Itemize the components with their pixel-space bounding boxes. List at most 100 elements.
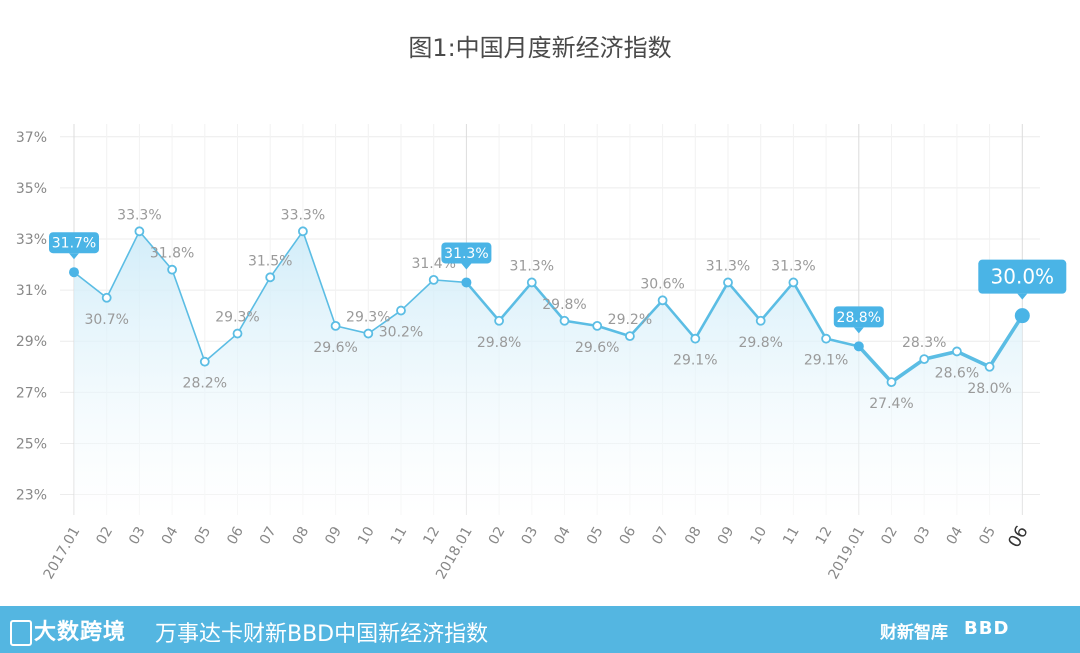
- callout-pointer: [1017, 293, 1028, 300]
- y-tick-label: 33%: [16, 232, 47, 248]
- data-label: 29.8%: [542, 297, 586, 313]
- data-label: 30.6%: [640, 276, 684, 292]
- x-tick-label: 05: [976, 524, 999, 547]
- line-area-chart: 31.7% 30.7% 33.3% 31.8% 28.2% 29.3% 31.5% 33.3%…: [16, 124, 1067, 583]
- area-fill: [74, 231, 1023, 516]
- data-point: [297, 226, 308, 237]
- callout-box: [833, 306, 884, 328]
- data-label: 28.3%: [902, 335, 946, 351]
- data-label: 29.8%: [738, 335, 782, 351]
- callout-label: 30.0%: [991, 265, 1055, 289]
- footer-title: 万事达卡财新BBD中国新经济指数: [155, 622, 489, 647]
- data-point: [1014, 308, 1030, 324]
- data-label: 27.4%: [869, 396, 913, 412]
- x-tick-label: 02: [486, 524, 509, 547]
- chart-title: 图1:中国月度新经济指数: [408, 34, 672, 62]
- line-segment: [73, 271, 108, 299]
- data-point: [461, 277, 472, 288]
- data-label: 31.3%: [510, 258, 554, 274]
- x-tick-label: 11: [388, 524, 411, 547]
- y-tick-label: 31%: [16, 283, 47, 299]
- callout-box: [441, 242, 492, 264]
- callout-pointer: [461, 263, 472, 270]
- x-tick-label: 09: [322, 524, 345, 547]
- data-point: [886, 377, 897, 388]
- data-point: [984, 361, 995, 372]
- partner-logo-caixin: 财新智库: [880, 623, 948, 643]
- x-tick-label: 03: [126, 524, 149, 547]
- data-label: 29.6%: [313, 340, 357, 356]
- y-tick-label: 29%: [16, 334, 47, 350]
- line-segment: [693, 281, 730, 340]
- x-tick-label: 04: [551, 524, 574, 548]
- x-tick-label: 08: [290, 524, 313, 547]
- x-tick-label: 10: [747, 524, 770, 547]
- partner-logo-bbd: BBD: [964, 618, 1010, 639]
- x-tick-label: 02: [878, 524, 901, 547]
- line-segment: [595, 324, 632, 338]
- data-point: [134, 226, 145, 237]
- data-point: [788, 277, 799, 288]
- data-label: 31.5%: [248, 253, 292, 269]
- data-point: [232, 328, 243, 339]
- line-segment: [138, 230, 173, 271]
- x-tick-label: 08: [682, 524, 705, 547]
- data-point: [952, 346, 962, 357]
- line-segment: [236, 276, 272, 335]
- x-tick-label: 09: [715, 524, 738, 547]
- callout-label: 31.7%: [52, 236, 96, 252]
- data-label: 29.3%: [346, 310, 390, 326]
- brand-logo-text: 大数跨境: [34, 620, 127, 645]
- line-segment: [530, 281, 566, 323]
- x-tick-label: 06: [617, 524, 640, 548]
- line-segment: [367, 309, 402, 335]
- data-label: 31.3%: [771, 258, 815, 274]
- data-point: [167, 264, 178, 275]
- data-point: [428, 274, 439, 285]
- data-label: 29.1%: [804, 353, 848, 369]
- line-segment: [302, 230, 337, 327]
- data-point: [396, 305, 406, 316]
- data-label: 33.3%: [281, 207, 325, 223]
- x-tick-label: 03: [911, 524, 934, 547]
- line-segment: [269, 230, 304, 279]
- y-tick-label: 37%: [16, 130, 47, 146]
- callout-label: 31.3%: [444, 246, 488, 262]
- y-tick-label: 23%: [16, 488, 47, 504]
- x-tick-label: 2017.01: [41, 524, 84, 582]
- data-label: 28.6%: [935, 365, 979, 381]
- logo-mark-icon: [10, 620, 32, 646]
- data-label: 29.8%: [477, 335, 521, 351]
- data-point: [755, 315, 766, 326]
- line-segment: [792, 281, 828, 340]
- line-segment: [889, 357, 927, 384]
- data-point: [265, 272, 276, 283]
- data-point: [69, 267, 79, 278]
- data-point: [330, 320, 341, 331]
- brand-logo: 大数跨境: [8, 614, 126, 646]
- x-tick-label: 05: [584, 524, 607, 547]
- line-segment: [400, 279, 435, 312]
- data-label: 29.3%: [215, 310, 259, 326]
- data-labels: 31.7% 30.7% 33.3% 31.8% 28.2% 29.3% 31.5% 33.3%…: [49, 207, 1067, 412]
- data-label: 29.1%: [673, 353, 717, 369]
- x-tick-label: 05: [191, 524, 214, 547]
- data-points: [69, 226, 1030, 388]
- line-segment: [432, 279, 468, 284]
- data-label: 28.0%: [967, 381, 1011, 397]
- callout-label: 28.8%: [837, 310, 881, 326]
- data-label: 31.3%: [706, 258, 750, 274]
- y-tick-label: 35%: [16, 181, 47, 197]
- data-point: [657, 295, 668, 306]
- line-segment: [955, 349, 992, 369]
- y-tick-label: 25%: [16, 436, 47, 452]
- data-label: 30.7%: [84, 312, 128, 328]
- line-segment: [105, 230, 141, 299]
- x-tick-label: 07: [649, 524, 672, 547]
- line-segment: [334, 325, 370, 335]
- x-tick-label: 12: [813, 524, 836, 547]
- x-tick-label: 03: [518, 524, 541, 547]
- x-tick-label: 04: [159, 524, 182, 548]
- y-axis-ticks: 23% 25% 27% 29% 31% 33% 35% 37%: [16, 130, 47, 504]
